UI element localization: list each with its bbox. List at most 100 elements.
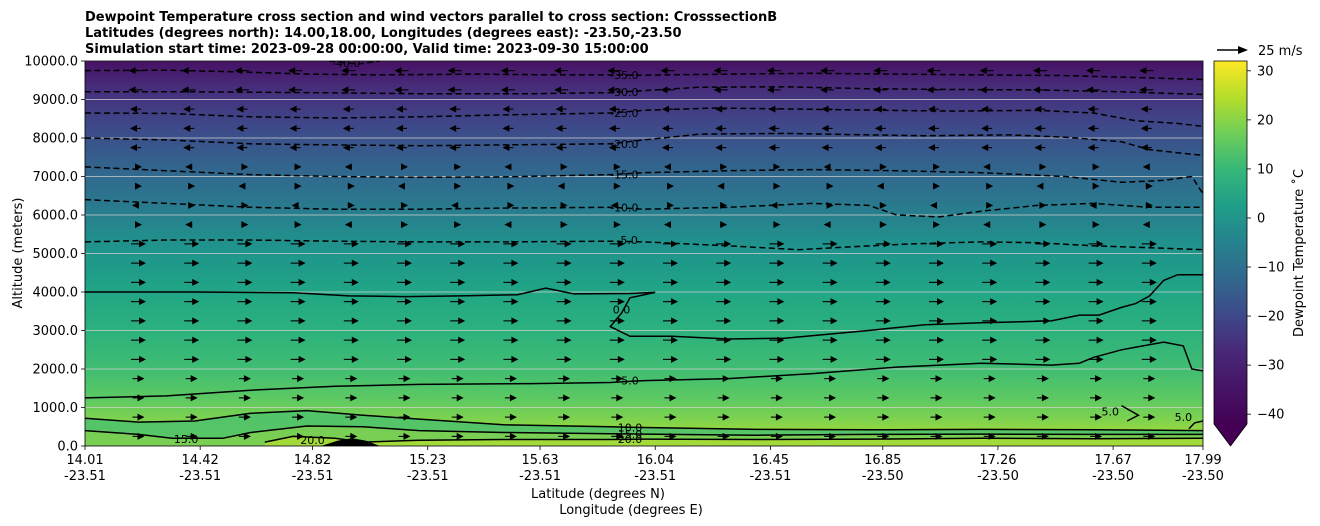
wind-vector: [930, 375, 943, 383]
wind-vector: [773, 163, 781, 171]
wind-vector: [822, 259, 838, 267]
wind-vector: [502, 124, 514, 132]
wind-vector: [503, 259, 519, 267]
x-tick-label-lon: -23.51: [407, 469, 449, 484]
wind-vector: [447, 86, 462, 94]
wind-vector: [716, 317, 732, 325]
wind-vector: [1036, 182, 1044, 190]
wind-vector: [504, 413, 517, 421]
wind-vector: [768, 105, 780, 113]
wind-vector: [503, 240, 519, 248]
wind-vector: [824, 375, 837, 383]
wind-vector: [875, 317, 891, 325]
wind-vector: [556, 240, 572, 248]
wind-vector: [717, 432, 730, 440]
wind-vector: [401, 221, 408, 229]
wind-vector: [613, 221, 621, 229]
wind-vector: [929, 355, 944, 363]
wind-vector: [822, 298, 838, 306]
wind-vector: [345, 394, 358, 402]
wind-vector: [720, 163, 728, 171]
title-line-1: Dewpoint Temperature cross section and w…: [85, 10, 777, 25]
x-tick-label-lat: 15.23: [409, 453, 446, 468]
wind-vector: [290, 240, 306, 248]
contour-label: 20.0: [300, 434, 325, 447]
wind-vector: [237, 336, 253, 344]
wind-vector: [183, 124, 195, 132]
wind-vector: [132, 394, 145, 402]
wind-vector: [450, 298, 466, 306]
wind-vector: [1092, 163, 1100, 171]
wind-vector: [663, 298, 678, 306]
wind-vector: [181, 67, 196, 75]
wind-vector: [770, 394, 783, 402]
wind-vector: [613, 182, 621, 190]
wind-vector: [132, 413, 145, 421]
wind-vector: [926, 86, 941, 94]
wind-vector: [188, 201, 196, 209]
wind-vector: [662, 144, 673, 152]
contour-line: [85, 86, 1203, 96]
wind-vector: [713, 86, 728, 94]
wind-vector: [558, 375, 571, 383]
wind-vector: [713, 67, 728, 75]
wind-vector: [930, 394, 943, 402]
wind-vector: [185, 394, 198, 402]
wind-vector: [341, 67, 356, 75]
wind-vector: [131, 298, 146, 306]
x-tick-label-lon: -23.51: [634, 469, 676, 484]
wind-vector: [979, 86, 994, 94]
x-axis: 14.01-23.5114.42-23.5114.82-23.5115.23-2…: [64, 446, 1224, 484]
wind-vector: [1086, 67, 1101, 75]
x-tick-label-lat: 17.26: [979, 453, 1016, 468]
wind-vector: [449, 144, 461, 152]
wind-vector: [1141, 298, 1157, 306]
wind-vector: [826, 182, 834, 190]
wind-vector: [720, 221, 728, 229]
wind-vector: [560, 201, 568, 209]
wind-vector: [130, 124, 141, 132]
wind-vector: [981, 105, 993, 113]
wind-vector: [716, 336, 732, 344]
wind-vector: [1088, 336, 1104, 344]
wind-vector: [454, 163, 462, 171]
wind-vector: [345, 375, 358, 383]
wind-vector: [397, 355, 412, 363]
wind-vector: [185, 163, 193, 171]
wind-vectors: [128, 67, 1157, 440]
wind-vector: [664, 221, 671, 229]
wind-vector: [238, 394, 251, 402]
contour-line: [85, 409, 1203, 432]
wind-vector: [979, 67, 994, 75]
wind-vector: [873, 86, 888, 94]
wind-vector: [715, 144, 727, 152]
wind-vector: [822, 278, 838, 286]
wind-vector: [135, 221, 142, 229]
wind-vector: [983, 221, 991, 229]
wind-vector: [982, 259, 998, 267]
wind-vector: [877, 413, 890, 421]
wind-vector: [930, 201, 937, 209]
wind-vector: [981, 144, 993, 152]
wind-vector: [1090, 394, 1103, 402]
wind-vector: [294, 182, 302, 190]
wind-vector: [928, 144, 939, 152]
wind-vector: [660, 86, 675, 94]
wind-vector: [609, 336, 625, 344]
wind-vector: [1039, 201, 1047, 209]
wind-vector: [822, 336, 838, 344]
wind-vector: [181, 86, 196, 94]
wind-vector: [1036, 394, 1049, 402]
wind-vector: [1141, 355, 1157, 363]
wind-vector: [1143, 394, 1156, 402]
wind-vector: [290, 355, 306, 363]
wind-vector: [611, 394, 624, 402]
wind-vector: [609, 240, 625, 248]
contour-label: -40.0: [332, 57, 360, 70]
wind-vector: [503, 336, 519, 344]
wind-vector: [131, 259, 146, 267]
wind-vector: [449, 124, 461, 132]
wind-vector: [824, 432, 837, 440]
wind-vector: [717, 375, 730, 383]
wind-vector: [502, 105, 514, 113]
